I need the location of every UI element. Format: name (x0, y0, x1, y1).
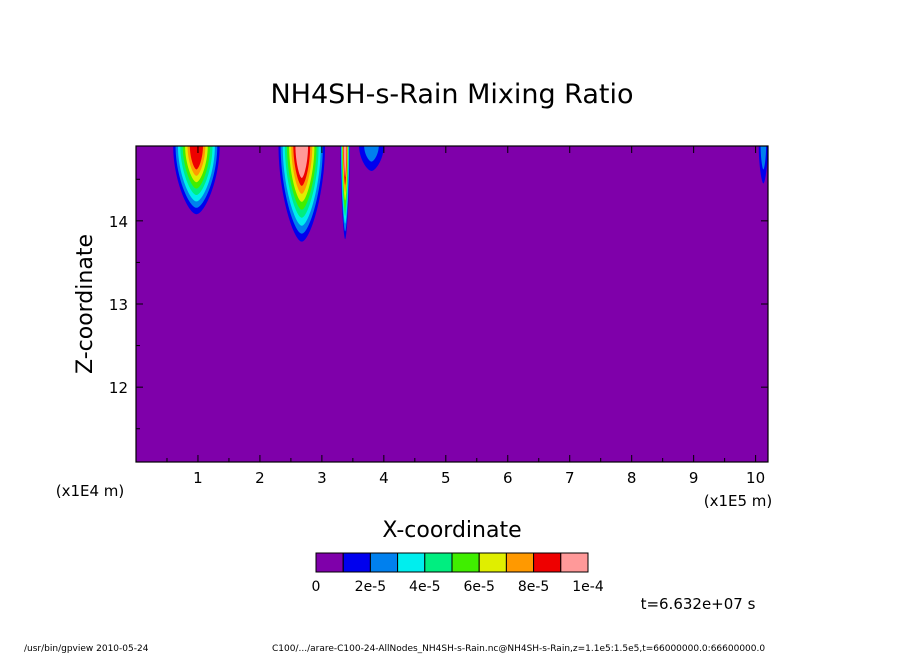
contour-plumes (173, 146, 768, 242)
colorbar-label-2: 4e-5 (409, 579, 440, 595)
colorbar-label-5: 1e-4 (572, 579, 604, 595)
footer-source: C100/.../arare-C100-24-AllNodes_NH4SH-s-… (272, 644, 765, 654)
colorbar-swatch-6 (478, 552, 507, 573)
colorbar-swatch-5 (451, 552, 480, 573)
x-tick-label-1: 2 (255, 469, 265, 487)
y-tick-label-2: 14 (109, 213, 128, 231)
time-label: t=6.632e+07 s (641, 595, 756, 613)
colorbar-label-1: 2e-5 (355, 579, 386, 595)
x-tick-label-7: 8 (627, 469, 637, 487)
x-axis-ticks: 1 2 3 4 5 6 7 8 9 10 (166, 146, 765, 487)
x-tick-label-6: 7 (565, 469, 575, 487)
y-unit-label: (x1E4 m) (56, 482, 125, 500)
y-tick-label-0: 12 (109, 379, 128, 397)
plume-4-level-2 (760, 146, 767, 170)
colorbar-swatch-7 (505, 552, 535, 573)
plot-background (136, 146, 768, 462)
colorbar (315, 552, 589, 573)
x-axis-label: X-coordinate (382, 518, 521, 543)
x-tick-label-4: 5 (441, 469, 451, 487)
footer-program: /usr/bin/gpview 2010-05-24 (24, 644, 149, 654)
x-tick-label-3: 4 (379, 469, 389, 487)
plume-3-level-2 (364, 146, 379, 162)
x-tick-label-0: 1 (193, 469, 203, 487)
colorbar-swatch-0 (315, 552, 344, 573)
colorbar-swatch-4 (424, 552, 453, 573)
y-axis-ticks: 12 13 14 (109, 178, 768, 430)
x-tick-label-9: 10 (746, 469, 765, 487)
colorbar-swatch-3 (397, 552, 426, 573)
colorbar-labels: 0 2e-5 4e-5 6e-5 8e-5 1e-4 (312, 579, 604, 595)
y-tick-label-1: 13 (109, 296, 128, 314)
x-tick-label-2: 3 (317, 469, 327, 487)
plume-1-level-9 (295, 146, 309, 178)
colorbar-swatch-1 (342, 552, 371, 573)
colorbar-label-4: 8e-5 (518, 579, 549, 595)
plume-0-level-8 (189, 146, 203, 170)
plume-2-level-9 (343, 146, 347, 178)
colorbar-label-3: 6e-5 (463, 579, 494, 595)
chart-title: NH4SH-s-Rain Mixing Ratio (270, 79, 633, 110)
y-axis-label: Z-coordinate (73, 234, 98, 374)
x-tick-label-5: 6 (503, 469, 513, 487)
colorbar-label-0: 0 (312, 579, 321, 595)
x-unit-label: (x1E5 m) (704, 492, 773, 510)
colorbar-swatch-9 (560, 552, 589, 573)
colorbar-swatch-2 (369, 552, 399, 573)
x-tick-label-8: 9 (689, 469, 699, 487)
colorbar-swatch-8 (533, 552, 562, 573)
